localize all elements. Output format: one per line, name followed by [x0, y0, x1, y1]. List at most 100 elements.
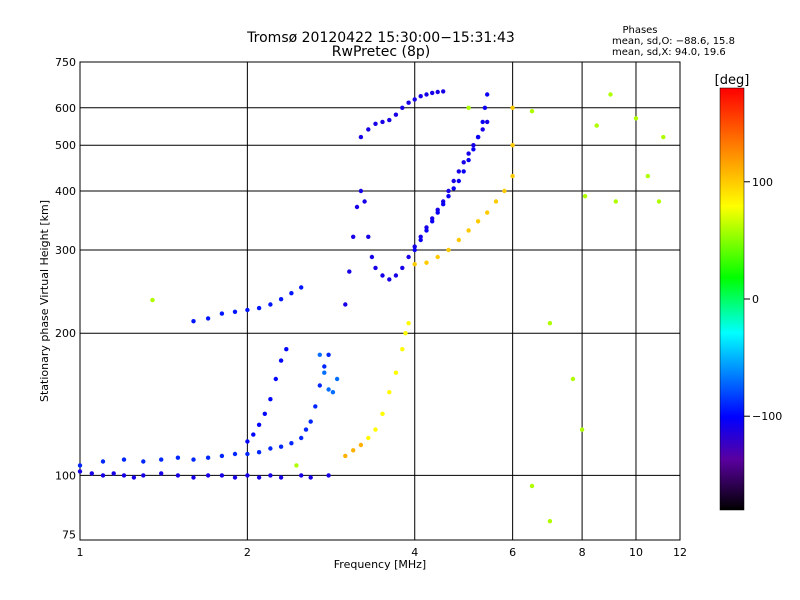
data-point	[159, 471, 164, 476]
data-point	[358, 442, 364, 448]
data-point	[205, 455, 211, 460]
data-point	[351, 448, 356, 453]
data-point	[299, 473, 304, 478]
data-point	[347, 269, 352, 274]
data-point	[594, 123, 599, 128]
data-point	[299, 285, 304, 290]
y-tick-label: 100	[55, 469, 76, 482]
data-point	[380, 119, 385, 125]
data-point	[334, 376, 340, 382]
data-point	[400, 265, 405, 271]
data-point	[403, 331, 408, 336]
x-tick-label: 12	[673, 546, 687, 559]
data-point	[380, 273, 385, 278]
phases-heading: Phases	[622, 25, 657, 36]
data-point	[232, 309, 238, 314]
data-point	[493, 199, 499, 204]
data-point	[412, 262, 417, 267]
data-point	[366, 435, 371, 441]
data-point	[475, 219, 481, 224]
data-point	[256, 422, 262, 427]
data-point	[485, 92, 490, 97]
data-point	[461, 169, 466, 174]
data-point	[387, 117, 392, 123]
data-point	[100, 473, 106, 478]
data-point	[219, 453, 225, 459]
data-point	[387, 277, 392, 282]
data-point	[289, 441, 294, 446]
data-point	[308, 419, 313, 424]
data-point	[485, 210, 490, 215]
data-point	[613, 199, 618, 204]
data-point	[446, 247, 451, 253]
y-tick-label: 400	[55, 185, 76, 198]
data-points	[77, 89, 666, 524]
data-point	[308, 475, 313, 480]
data-point	[317, 383, 322, 388]
data-point	[245, 473, 250, 478]
data-point	[387, 390, 392, 395]
data-point	[471, 147, 476, 152]
data-point	[430, 90, 435, 96]
x-tick-label: 4	[411, 546, 418, 559]
data-point	[278, 444, 284, 449]
data-point	[656, 199, 662, 204]
data-point	[373, 265, 378, 271]
data-point	[435, 210, 440, 215]
data-point	[141, 473, 146, 478]
colorbar-ticks: 100 0 −100	[744, 176, 782, 423]
data-point	[358, 134, 364, 140]
data-point	[245, 439, 250, 444]
data-point	[480, 127, 485, 132]
data-point	[608, 92, 613, 97]
data-point	[351, 234, 356, 239]
data-point	[412, 244, 417, 249]
y-tick-label: 75	[62, 528, 76, 541]
y-tick-label: 750	[55, 56, 76, 69]
data-point	[424, 260, 429, 265]
data-point	[175, 473, 181, 478]
data-point	[366, 234, 371, 239]
data-point	[205, 473, 211, 478]
data-point	[373, 121, 378, 127]
data-point	[510, 105, 515, 111]
data-point	[159, 457, 164, 462]
data-point	[393, 273, 399, 278]
data-point	[268, 397, 273, 402]
data-point	[466, 157, 471, 163]
data-point	[273, 376, 278, 382]
data-point	[322, 370, 327, 375]
data-point	[294, 463, 299, 468]
data-point	[482, 105, 488, 111]
data-point	[326, 387, 331, 392]
y-tick-label: 200	[55, 327, 76, 340]
data-point	[330, 390, 336, 395]
data-point	[256, 305, 262, 311]
data-point	[77, 463, 83, 468]
data-point	[406, 321, 411, 326]
data-point	[406, 254, 411, 260]
data-point	[268, 302, 273, 307]
y-axis-ticks: 75 100 200 300 400 500 600 750	[55, 56, 76, 541]
data-point	[366, 127, 371, 132]
data-point	[502, 188, 507, 194]
data-point	[446, 188, 451, 194]
x-axis-label: Frequency [MHz]	[334, 558, 426, 571]
plot-area	[79, 61, 681, 541]
data-point	[412, 247, 417, 253]
data-point	[191, 475, 196, 480]
data-point	[456, 169, 461, 174]
data-point	[354, 204, 360, 210]
x-tick-label: 10	[629, 546, 643, 559]
data-point	[326, 352, 331, 357]
y-axis-label: Stationary phase Virtual Height [km]	[38, 200, 51, 402]
data-point	[303, 427, 309, 432]
data-point	[466, 151, 471, 156]
data-point	[205, 316, 211, 321]
chart-title: Tromsø 20120422 15:30:00−15:31:43	[246, 30, 515, 46]
colorbar-label: [deg]	[715, 73, 750, 88]
data-point	[150, 297, 155, 303]
grid	[80, 62, 680, 540]
data-point	[471, 143, 476, 148]
